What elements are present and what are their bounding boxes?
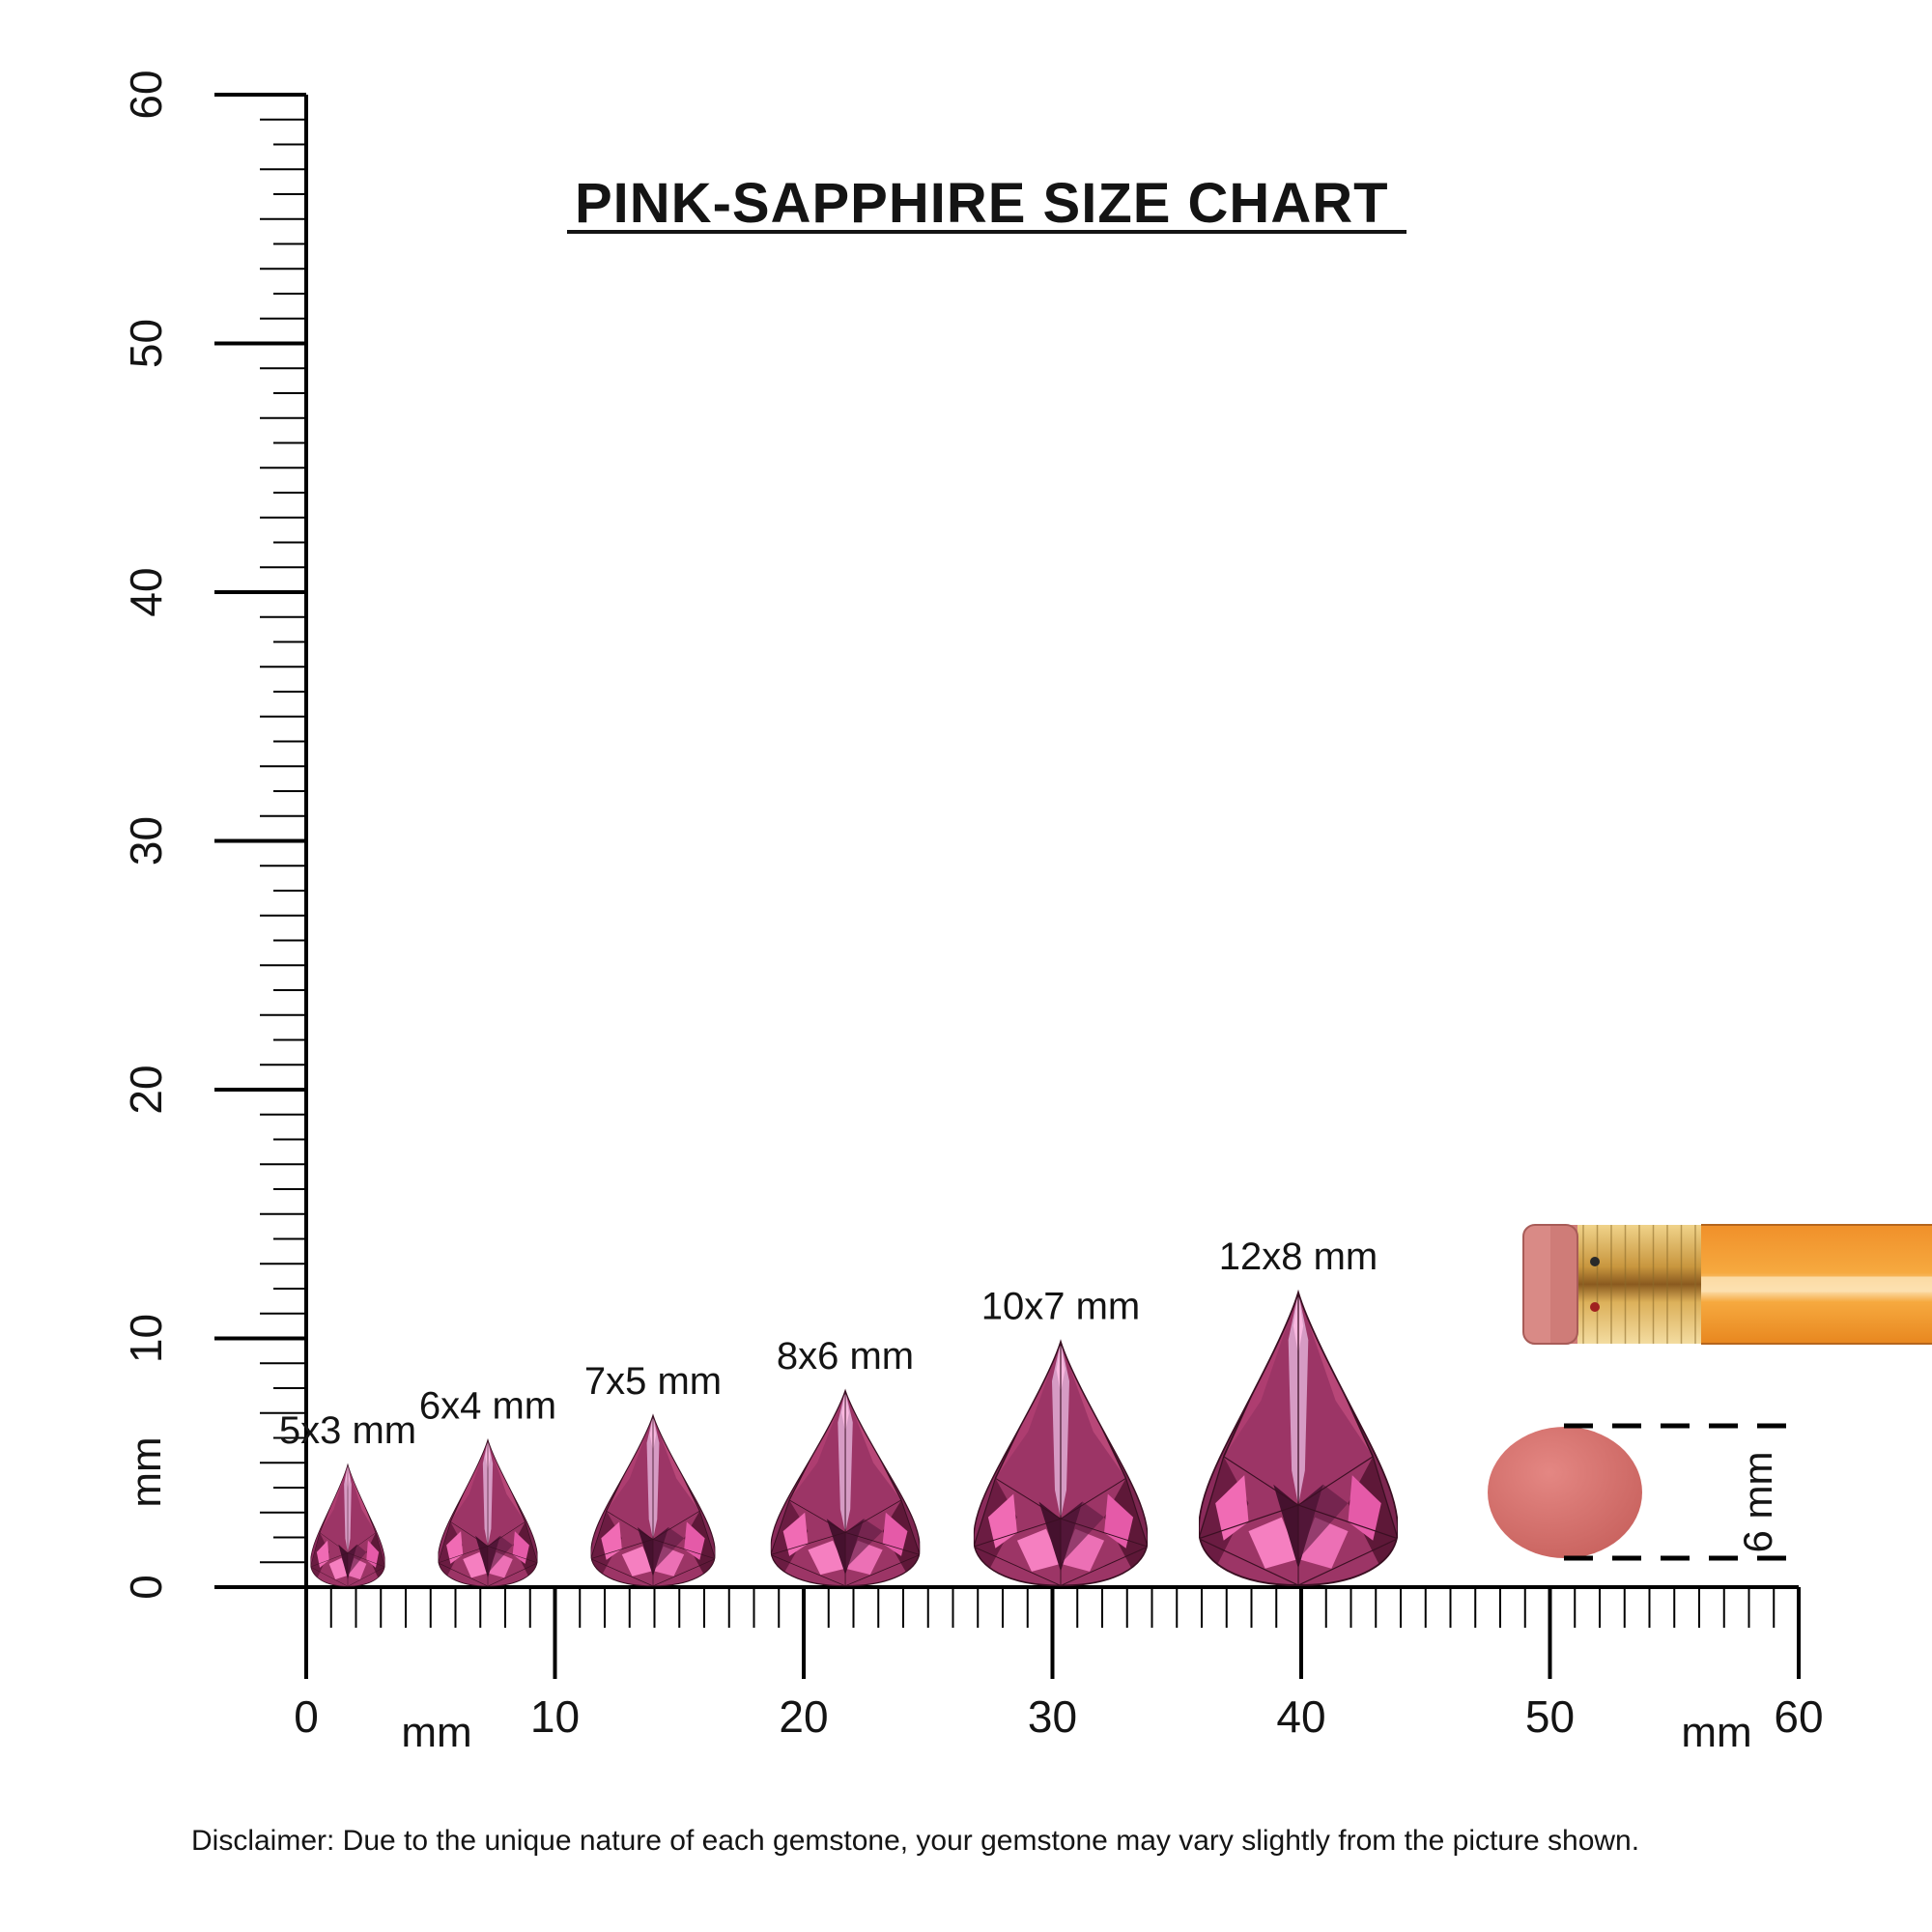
svg-text:mm: mm [1681, 1709, 1751, 1756]
svg-text:50: 50 [121, 319, 171, 368]
svg-text:Disclaimer: Due to the unique: Disclaimer: Due to the unique nature of … [191, 1825, 1639, 1857]
svg-text:20: 20 [121, 1065, 171, 1114]
svg-text:PINK-SAPPHIRE SIZE CHART: PINK-SAPPHIRE SIZE CHART [575, 172, 1389, 235]
svg-text:6 mm: 6 mm [1735, 1452, 1780, 1553]
svg-text:8x6 mm: 8x6 mm [777, 1335, 914, 1378]
svg-text:10: 10 [530, 1691, 580, 1742]
svg-text:6x4 mm: 6x4 mm [419, 1385, 556, 1428]
svg-text:0: 0 [121, 1575, 171, 1600]
svg-text:7x5 mm: 7x5 mm [584, 1360, 722, 1403]
svg-text:50: 50 [1525, 1691, 1575, 1742]
svg-text:5x3 mm: 5x3 mm [279, 1409, 416, 1452]
svg-text:0: 0 [294, 1691, 319, 1742]
svg-text:60: 60 [1774, 1691, 1823, 1742]
svg-text:30: 30 [121, 816, 171, 866]
svg-text:30: 30 [1028, 1691, 1077, 1742]
svg-text:10: 10 [121, 1314, 171, 1363]
svg-text:mm: mm [123, 1436, 170, 1507]
svg-text:40: 40 [1276, 1691, 1325, 1742]
svg-text:10x7 mm: 10x7 mm [981, 1286, 1141, 1328]
svg-text:40: 40 [121, 567, 171, 616]
svg-text:60: 60 [121, 70, 171, 119]
svg-text:mm: mm [401, 1709, 471, 1756]
svg-text:12x8 mm: 12x8 mm [1219, 1236, 1378, 1278]
svg-text:20: 20 [779, 1691, 828, 1742]
